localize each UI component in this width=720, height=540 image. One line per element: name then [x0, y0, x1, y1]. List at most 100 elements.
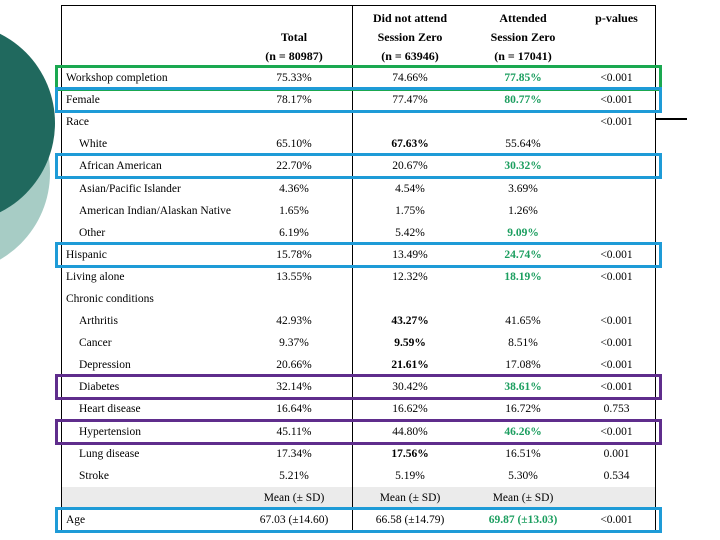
table-row: Hispanic 15.78% 13.49% 24.74% <0.001	[55, 241, 662, 268]
cell-attended: 80.77%	[504, 94, 542, 107]
cell-p-value: <0.001	[600, 337, 633, 350]
cell-p-value: <0.001	[600, 94, 633, 107]
cell-p-value: <0.001	[600, 72, 633, 85]
row-label: Asian/Pacific Islander	[79, 182, 181, 195]
row-label: Age	[66, 513, 86, 526]
header-line: (n = 80987)	[265, 49, 323, 63]
row-label: Other	[79, 226, 106, 239]
cell-total: 4.36%	[279, 182, 309, 195]
row-label: Hispanic	[66, 248, 107, 261]
row-label: Workshop completion	[66, 72, 168, 85]
table-row: Stroke 5.21% 5.19% 5.30% 0.534	[62, 465, 655, 487]
cell-attended: 8.51%	[508, 337, 538, 350]
table-row: Diabetes 32.14% 30.42% 38.61% <0.001	[55, 374, 662, 401]
cell-did-not-attend: 5.42%	[395, 226, 425, 239]
header-line	[578, 28, 655, 47]
row-label: Living alone	[66, 270, 125, 283]
table-row: Chronic conditions	[62, 288, 655, 310]
row-label: African American	[79, 160, 162, 173]
cell-total: Mean (± SD)	[263, 491, 325, 504]
cell-p-value: <0.001	[600, 248, 633, 261]
cell-attended: 38.61%	[504, 381, 542, 394]
cell-attended: 30.32%	[504, 160, 542, 173]
row-label: American Indian/Alaskan Native	[79, 204, 231, 217]
cell-did-not-attend: 30.42%	[392, 381, 428, 394]
cell-did-not-attend: 13.49%	[392, 248, 428, 261]
cell-did-not-attend: 77.47%	[392, 94, 428, 107]
cell-attended: 9.09%	[507, 226, 539, 239]
header-line: Attended	[499, 11, 547, 25]
table-row: Cancer 9.37% 9.59% 8.51% <0.001	[62, 332, 655, 354]
cell-did-not-attend: 74.66%	[392, 72, 428, 85]
cell-attended: 3.69%	[508, 182, 538, 195]
baseline-characteristics-table: Total (n = 80987) Did not attend Session…	[55, 5, 662, 533]
table-rows: Workshop completion 75.33% 74.66% 77.85%…	[55, 65, 662, 533]
cell-total: 1.65%	[279, 204, 309, 217]
row-label: Hypertension	[79, 425, 141, 438]
row-label: Diabetes	[79, 381, 120, 394]
cell-attended: 16.72%	[505, 403, 541, 416]
header-line: Total	[280, 30, 308, 44]
cell-attended: 16.51%	[505, 447, 541, 460]
table-row: Living alone 13.55% 12.32% 18.19% <0.001	[62, 266, 655, 288]
cell-p-value: 0.001	[603, 447, 630, 460]
cell-did-not-attend: Mean (± SD)	[379, 491, 441, 504]
table-row: Other 6.19% 5.42% 9.09%	[62, 222, 655, 244]
cell-total: 16.64%	[276, 403, 312, 416]
cell-total: 20.66%	[276, 359, 312, 372]
cell-did-not-attend: 5.19%	[395, 469, 425, 482]
row-label: Stroke	[79, 469, 110, 482]
table-row: Arthritis 42.93% 43.27% 41.65% <0.001	[62, 310, 655, 332]
header-line: (n = 63946)	[381, 49, 439, 63]
cell-did-not-attend: 17.56%	[391, 447, 429, 460]
cell-p-value: <0.001	[600, 425, 633, 438]
cell-p-value: <0.001	[600, 381, 633, 394]
header-line: p-values	[595, 11, 638, 25]
table-header: Total (n = 80987) Did not attend Session…	[62, 6, 655, 67]
row-label: Race	[66, 116, 89, 129]
header-col-attended: Attended Session Zero (n = 17041)	[468, 9, 578, 66]
cell-did-not-attend: 4.54%	[395, 182, 425, 195]
cell-did-not-attend: 20.67%	[392, 160, 428, 173]
callout-line	[655, 118, 687, 120]
row-label: Chronic conditions	[66, 292, 154, 305]
cell-total: 75.33%	[276, 72, 312, 85]
cell-total: 32.14%	[276, 381, 312, 394]
header-line	[236, 9, 352, 28]
cell-p-value: <0.001	[600, 359, 633, 372]
row-label: Heart disease	[79, 403, 141, 416]
row-label: Depression	[79, 359, 131, 372]
row-label: White	[79, 138, 108, 151]
cell-total: 17.34%	[276, 447, 312, 460]
table-row: Workshop completion 75.33% 74.66% 77.85%…	[55, 65, 662, 92]
header-line: Did not attend	[372, 11, 447, 25]
cell-total: 65.10%	[276, 138, 312, 151]
cell-total: 67.03 (±14.60)	[259, 513, 329, 526]
header-col-total: Total (n = 80987)	[236, 9, 352, 66]
cell-attended: 46.26%	[504, 425, 542, 438]
cell-did-not-attend: 16.62%	[392, 403, 428, 416]
cell-total: 13.55%	[276, 270, 312, 283]
table-row: White 65.10% 67.63% 55.64%	[62, 133, 655, 155]
cell-attended: 5.30%	[508, 469, 538, 482]
header-line	[578, 47, 655, 66]
cell-attended: 18.19%	[504, 270, 542, 283]
cell-p-value: <0.001	[600, 513, 633, 526]
cell-p-value: <0.001	[600, 270, 633, 283]
row-label: Arthritis	[79, 315, 118, 328]
row-label: Female	[66, 94, 100, 107]
table-row: American Indian/Alaskan Native 1.65% 1.7…	[62, 200, 655, 222]
table-row: Asian/Pacific Islander 4.36% 4.54% 3.69%	[62, 177, 655, 199]
cell-total: 42.93%	[276, 315, 312, 328]
cell-attended: 77.85%	[504, 72, 542, 85]
row-label: Lung disease	[79, 447, 140, 460]
cell-attended: 17.08%	[505, 359, 541, 372]
cell-did-not-attend: 43.27%	[391, 315, 429, 328]
cell-did-not-attend: 66.58 (±14.79)	[375, 513, 445, 526]
table-row: Mean (± SD) Mean (± SD) Mean (± SD)	[62, 486, 655, 509]
cell-p-value: 0.534	[603, 469, 630, 482]
table-row: Race <0.001	[62, 111, 655, 133]
table-row: Depression 20.66% 21.61% 17.08% <0.001	[62, 354, 655, 376]
header-line: Session Zero	[377, 30, 443, 44]
